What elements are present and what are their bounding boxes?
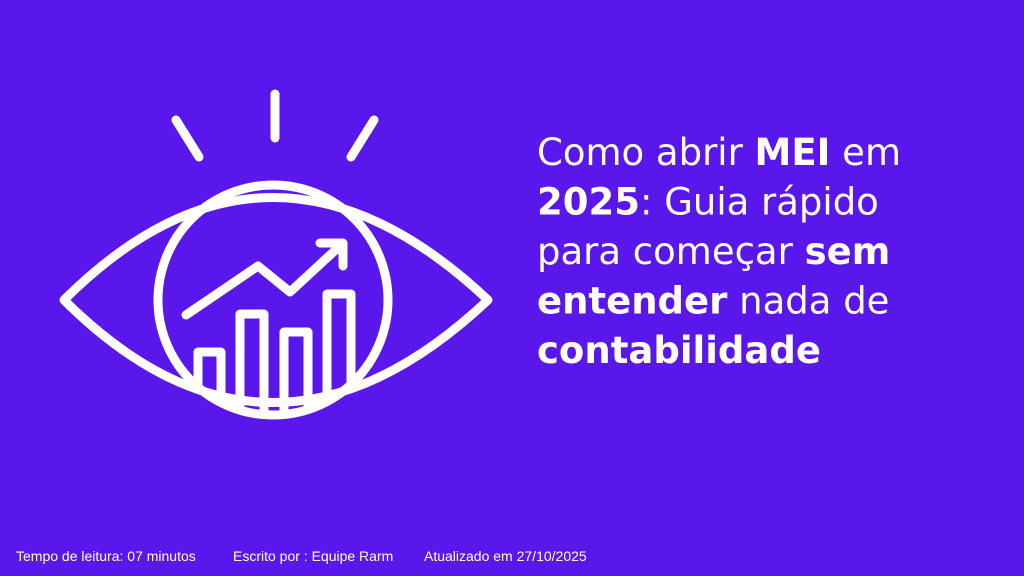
title-emphasis: sem bbox=[805, 230, 891, 273]
title-text: em bbox=[830, 131, 901, 174]
title: Como abrir MEI em 2025: Guia rápido para c… bbox=[537, 131, 901, 372]
title-emphasis: 2025 bbox=[537, 181, 640, 224]
title-emphasis: entender bbox=[537, 280, 728, 323]
reading-time: Tempo de leitura: 07 minutos bbox=[16, 548, 196, 564]
title-emphasis: contabilidade bbox=[537, 329, 821, 372]
title-text: Como abrir bbox=[537, 131, 755, 174]
author: Escrito por : Equipe Rarm bbox=[233, 548, 393, 564]
title-emphasis: MEI bbox=[755, 131, 831, 174]
title-text: para começar bbox=[537, 230, 805, 273]
eye-icon bbox=[59, 89, 493, 420]
title-text: nada de bbox=[727, 280, 889, 323]
updated-date: Atualizado em 27/10/2025 bbox=[424, 548, 587, 564]
title-text: : Guia rápido bbox=[640, 181, 879, 224]
